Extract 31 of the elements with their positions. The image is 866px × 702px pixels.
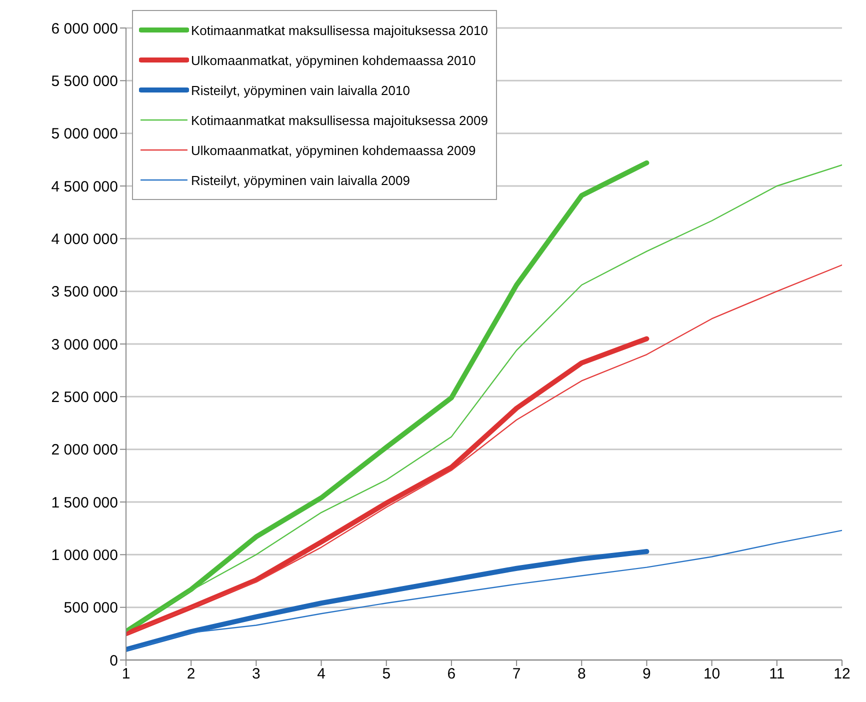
y-tick-label: 5 500 000 (51, 72, 118, 90)
legend-label: Kotimaanmatkat maksullisessa majoituksessa 2010 (191, 22, 488, 38)
legend-label: Ulkomaanmatkat, yöpyminen kohdemaassa 2010 (191, 52, 476, 68)
x-tick-label: 10 (703, 666, 720, 683)
x-tick-label: 9 (642, 666, 651, 683)
x-tick-label: 6 (447, 666, 456, 683)
x-tick-label: 12 (834, 666, 850, 683)
y-tick-label: 2 500 000 (51, 388, 118, 406)
y-tick-label: 0 (110, 652, 118, 670)
y-tick-label: 4 000 000 (51, 230, 118, 248)
x-tick-label: 8 (577, 666, 586, 683)
legend-label: Kotimaanmatkat maksullisessa majoituksessa 2009 (191, 112, 488, 128)
x-tick-label: 5 (382, 666, 391, 683)
y-tick-label: 3 500 000 (51, 284, 118, 301)
y-tick-label: 2 000 000 (51, 442, 118, 459)
x-tick-label: 3 (252, 666, 260, 683)
x-tick-label: 11 (769, 666, 785, 683)
y-tick-label: 3 000 000 (51, 336, 118, 354)
y-tick-label: 4 500 000 (51, 178, 118, 196)
legend-label: Risteilyt, yöpyminen vain laivalla 2009 (191, 172, 410, 188)
y-tick-label: 500 000 (64, 600, 118, 617)
legend-label: Risteilyt, yöpyminen vain laivalla 2010 (191, 82, 410, 98)
y-tick-label: 1 000 000 (51, 546, 118, 564)
x-tick-label: 7 (512, 666, 521, 683)
legend-label: Ulkomaanmatkat, yöpyminen kohdemaassa 2009 (191, 142, 476, 158)
x-tick-label: 4 (317, 666, 326, 683)
y-tick-label: 1 500 000 (51, 494, 118, 512)
x-tick-label: 2 (186, 666, 196, 683)
x-tick-label: 1 (122, 666, 130, 683)
y-tick-label: 5 000 000 (51, 126, 118, 143)
y-tick-label: 6 000 000 (51, 20, 118, 38)
